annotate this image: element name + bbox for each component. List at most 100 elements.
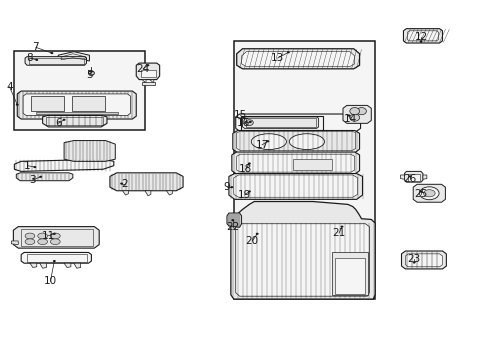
Ellipse shape bbox=[243, 117, 245, 120]
Polygon shape bbox=[400, 175, 404, 179]
Bar bbox=[407, 174, 419, 181]
Text: 1: 1 bbox=[24, 161, 31, 171]
Polygon shape bbox=[342, 105, 370, 123]
Text: 19: 19 bbox=[237, 190, 251, 200]
Polygon shape bbox=[110, 173, 183, 191]
Ellipse shape bbox=[16, 104, 19, 106]
Polygon shape bbox=[14, 159, 114, 171]
Polygon shape bbox=[231, 152, 359, 174]
Ellipse shape bbox=[25, 233, 35, 239]
Ellipse shape bbox=[53, 260, 56, 262]
Ellipse shape bbox=[266, 140, 269, 142]
Ellipse shape bbox=[419, 190, 422, 193]
Bar bbox=[72, 96, 105, 111]
Ellipse shape bbox=[255, 233, 258, 235]
Polygon shape bbox=[142, 82, 155, 85]
Polygon shape bbox=[232, 131, 359, 153]
Polygon shape bbox=[403, 29, 442, 43]
Text: 3: 3 bbox=[29, 175, 36, 185]
Text: 15: 15 bbox=[233, 111, 247, 121]
Bar bbox=[141, 69, 156, 77]
Ellipse shape bbox=[53, 233, 56, 235]
Polygon shape bbox=[122, 191, 128, 195]
Bar bbox=[14, 51, 145, 130]
Ellipse shape bbox=[38, 239, 47, 244]
Ellipse shape bbox=[419, 187, 438, 200]
Polygon shape bbox=[13, 226, 99, 248]
Polygon shape bbox=[242, 117, 318, 129]
Ellipse shape bbox=[50, 239, 60, 244]
Text: 12: 12 bbox=[413, 32, 427, 41]
Text: 2: 2 bbox=[122, 179, 128, 189]
Ellipse shape bbox=[33, 166, 36, 168]
Text: 23: 23 bbox=[407, 254, 420, 264]
Ellipse shape bbox=[346, 114, 349, 117]
Text: 4: 4 bbox=[6, 82, 13, 92]
Polygon shape bbox=[145, 191, 151, 196]
Polygon shape bbox=[228, 174, 362, 199]
Polygon shape bbox=[136, 63, 159, 80]
Ellipse shape bbox=[248, 121, 251, 123]
Ellipse shape bbox=[247, 162, 250, 165]
Ellipse shape bbox=[356, 108, 366, 115]
Polygon shape bbox=[74, 263, 81, 268]
Text: 25: 25 bbox=[413, 189, 427, 199]
Ellipse shape bbox=[408, 175, 411, 177]
Polygon shape bbox=[21, 252, 91, 263]
Text: 22: 22 bbox=[226, 222, 239, 232]
Ellipse shape bbox=[340, 226, 343, 228]
Ellipse shape bbox=[349, 108, 359, 115]
Bar bbox=[36, 112, 118, 114]
Polygon shape bbox=[64, 263, 71, 267]
Ellipse shape bbox=[423, 190, 434, 197]
Text: 20: 20 bbox=[245, 236, 258, 246]
Ellipse shape bbox=[35, 59, 38, 61]
Text: 10: 10 bbox=[44, 276, 57, 286]
Text: 6: 6 bbox=[55, 118, 61, 128]
Polygon shape bbox=[235, 224, 368, 296]
Ellipse shape bbox=[39, 176, 42, 178]
Bar bbox=[29, 58, 83, 64]
Ellipse shape bbox=[50, 52, 53, 54]
Text: 13: 13 bbox=[270, 53, 284, 63]
Text: 24: 24 bbox=[136, 64, 149, 74]
Ellipse shape bbox=[245, 120, 253, 126]
Ellipse shape bbox=[38, 233, 47, 239]
Text: 11: 11 bbox=[42, 231, 55, 240]
Ellipse shape bbox=[120, 183, 123, 185]
Bar bbox=[27, 254, 87, 262]
Text: 16: 16 bbox=[236, 118, 250, 128]
Polygon shape bbox=[16, 173, 73, 181]
Ellipse shape bbox=[289, 134, 324, 149]
Polygon shape bbox=[233, 175, 357, 197]
Ellipse shape bbox=[231, 219, 234, 221]
Polygon shape bbox=[64, 140, 115, 161]
Bar bbox=[45, 117, 103, 126]
Polygon shape bbox=[404, 171, 422, 182]
Polygon shape bbox=[25, 57, 86, 65]
Bar bbox=[334, 258, 365, 294]
Polygon shape bbox=[235, 114, 360, 131]
Ellipse shape bbox=[90, 71, 93, 73]
Polygon shape bbox=[150, 80, 154, 83]
Ellipse shape bbox=[146, 64, 149, 66]
Polygon shape bbox=[230, 202, 374, 299]
Ellipse shape bbox=[419, 41, 422, 42]
Bar bbox=[331, 252, 367, 296]
Text: 21: 21 bbox=[332, 228, 345, 238]
Ellipse shape bbox=[349, 114, 359, 121]
Polygon shape bbox=[40, 263, 46, 268]
Polygon shape bbox=[42, 116, 107, 127]
Polygon shape bbox=[236, 154, 354, 172]
Text: 5: 5 bbox=[86, 70, 93, 80]
Text: 17: 17 bbox=[255, 140, 268, 150]
Polygon shape bbox=[17, 91, 136, 119]
Polygon shape bbox=[11, 241, 18, 244]
Polygon shape bbox=[412, 184, 445, 202]
Text: 8: 8 bbox=[26, 53, 33, 63]
Polygon shape bbox=[142, 80, 146, 83]
Text: 7: 7 bbox=[32, 42, 39, 52]
Ellipse shape bbox=[286, 51, 289, 53]
Polygon shape bbox=[226, 213, 241, 227]
Bar bbox=[240, 116, 322, 130]
